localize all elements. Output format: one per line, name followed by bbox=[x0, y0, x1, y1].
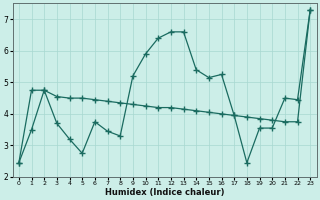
X-axis label: Humidex (Indice chaleur): Humidex (Indice chaleur) bbox=[105, 188, 224, 197]
